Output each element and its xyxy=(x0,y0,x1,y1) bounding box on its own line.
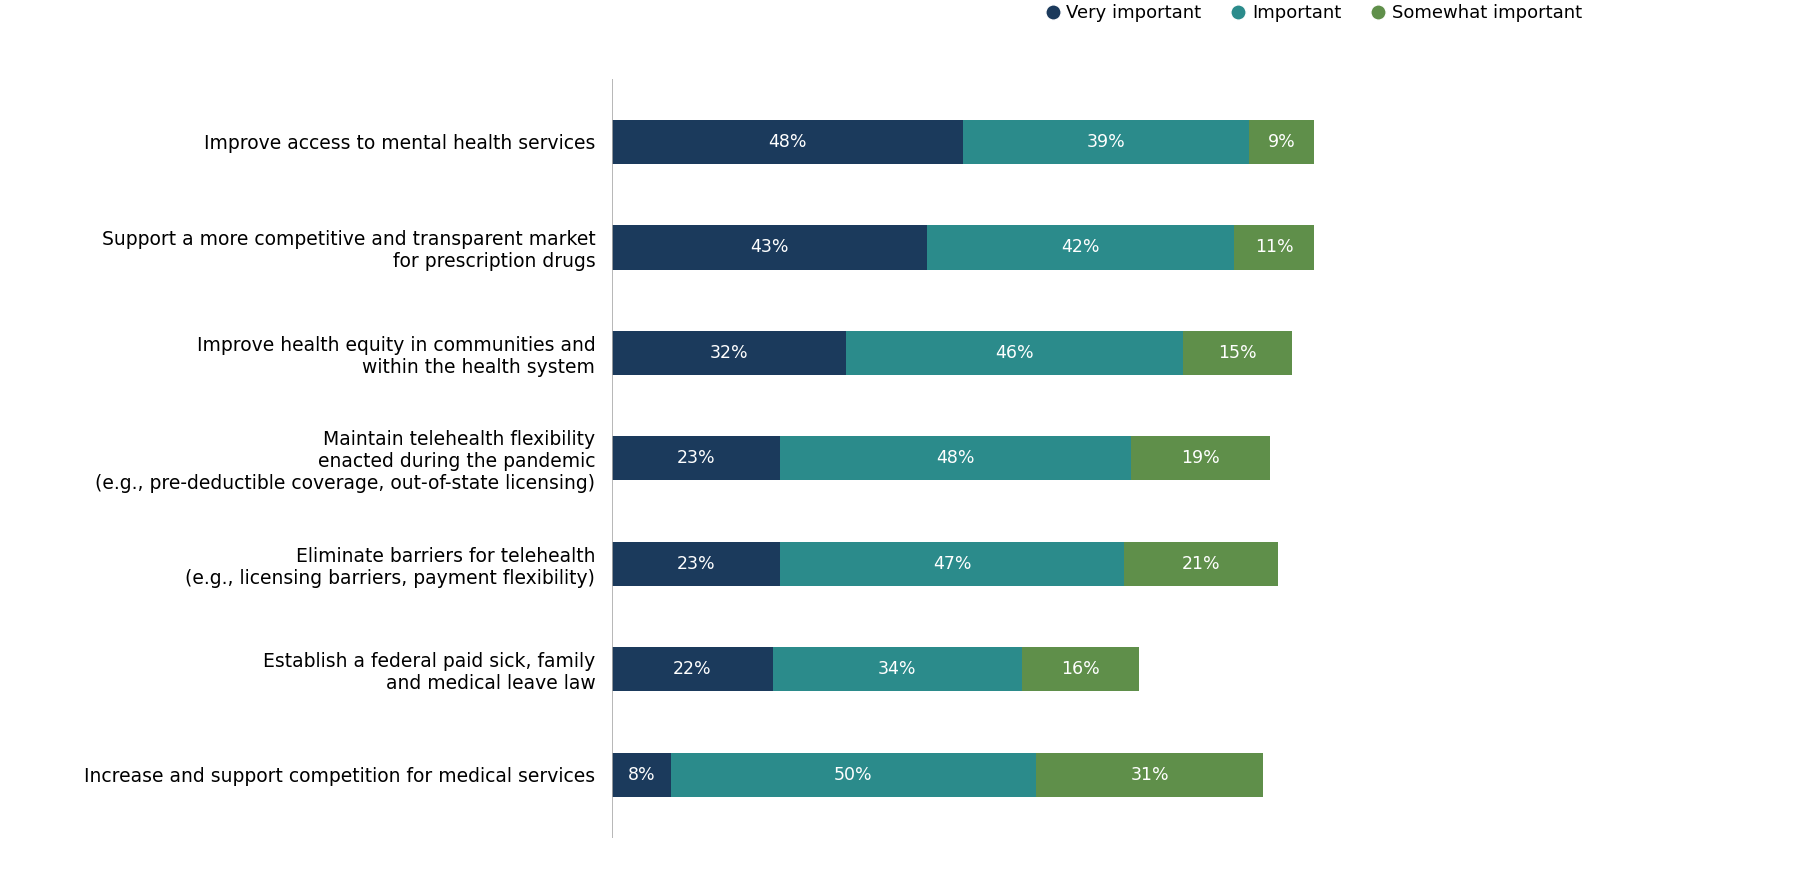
Bar xyxy=(772,647,1022,691)
Text: 48%: 48% xyxy=(769,133,806,151)
Text: 11%: 11% xyxy=(1255,238,1294,257)
Text: 19%: 19% xyxy=(1181,450,1220,467)
Text: 31%: 31% xyxy=(1130,766,1168,784)
Bar xyxy=(1183,331,1292,375)
Text: 16%: 16% xyxy=(1060,660,1100,678)
Bar xyxy=(779,541,1125,586)
Text: 8%: 8% xyxy=(628,766,655,784)
Legend: Very important, Important, Somewhat important: Very important, Important, Somewhat impo… xyxy=(1048,4,1582,22)
Bar xyxy=(1249,120,1314,164)
Bar xyxy=(927,225,1233,270)
Text: 32%: 32% xyxy=(709,344,749,361)
Bar xyxy=(779,436,1132,480)
Text: 43%: 43% xyxy=(751,238,788,257)
Bar xyxy=(1125,541,1278,586)
Bar xyxy=(612,331,846,375)
Text: 15%: 15% xyxy=(1219,344,1256,361)
Text: 9%: 9% xyxy=(1267,133,1296,151)
Text: 22%: 22% xyxy=(673,660,711,678)
Bar xyxy=(671,753,1037,797)
Text: 47%: 47% xyxy=(932,555,972,573)
Text: 21%: 21% xyxy=(1181,555,1220,573)
Bar xyxy=(1132,436,1271,480)
Bar xyxy=(1022,647,1139,691)
Bar xyxy=(612,753,671,797)
Bar xyxy=(1037,753,1264,797)
Bar xyxy=(612,541,779,586)
Text: 42%: 42% xyxy=(1060,238,1100,257)
Bar xyxy=(612,120,963,164)
Text: 50%: 50% xyxy=(833,766,873,784)
Text: 48%: 48% xyxy=(936,450,976,467)
Text: 39%: 39% xyxy=(1087,133,1125,151)
Text: 46%: 46% xyxy=(995,344,1033,361)
Text: 23%: 23% xyxy=(677,450,715,467)
Bar xyxy=(963,120,1249,164)
Bar xyxy=(612,225,927,270)
Bar xyxy=(612,647,772,691)
Text: 34%: 34% xyxy=(878,660,916,678)
Text: 23%: 23% xyxy=(677,555,715,573)
Bar xyxy=(846,331,1183,375)
Bar xyxy=(612,436,779,480)
Bar xyxy=(1233,225,1314,270)
